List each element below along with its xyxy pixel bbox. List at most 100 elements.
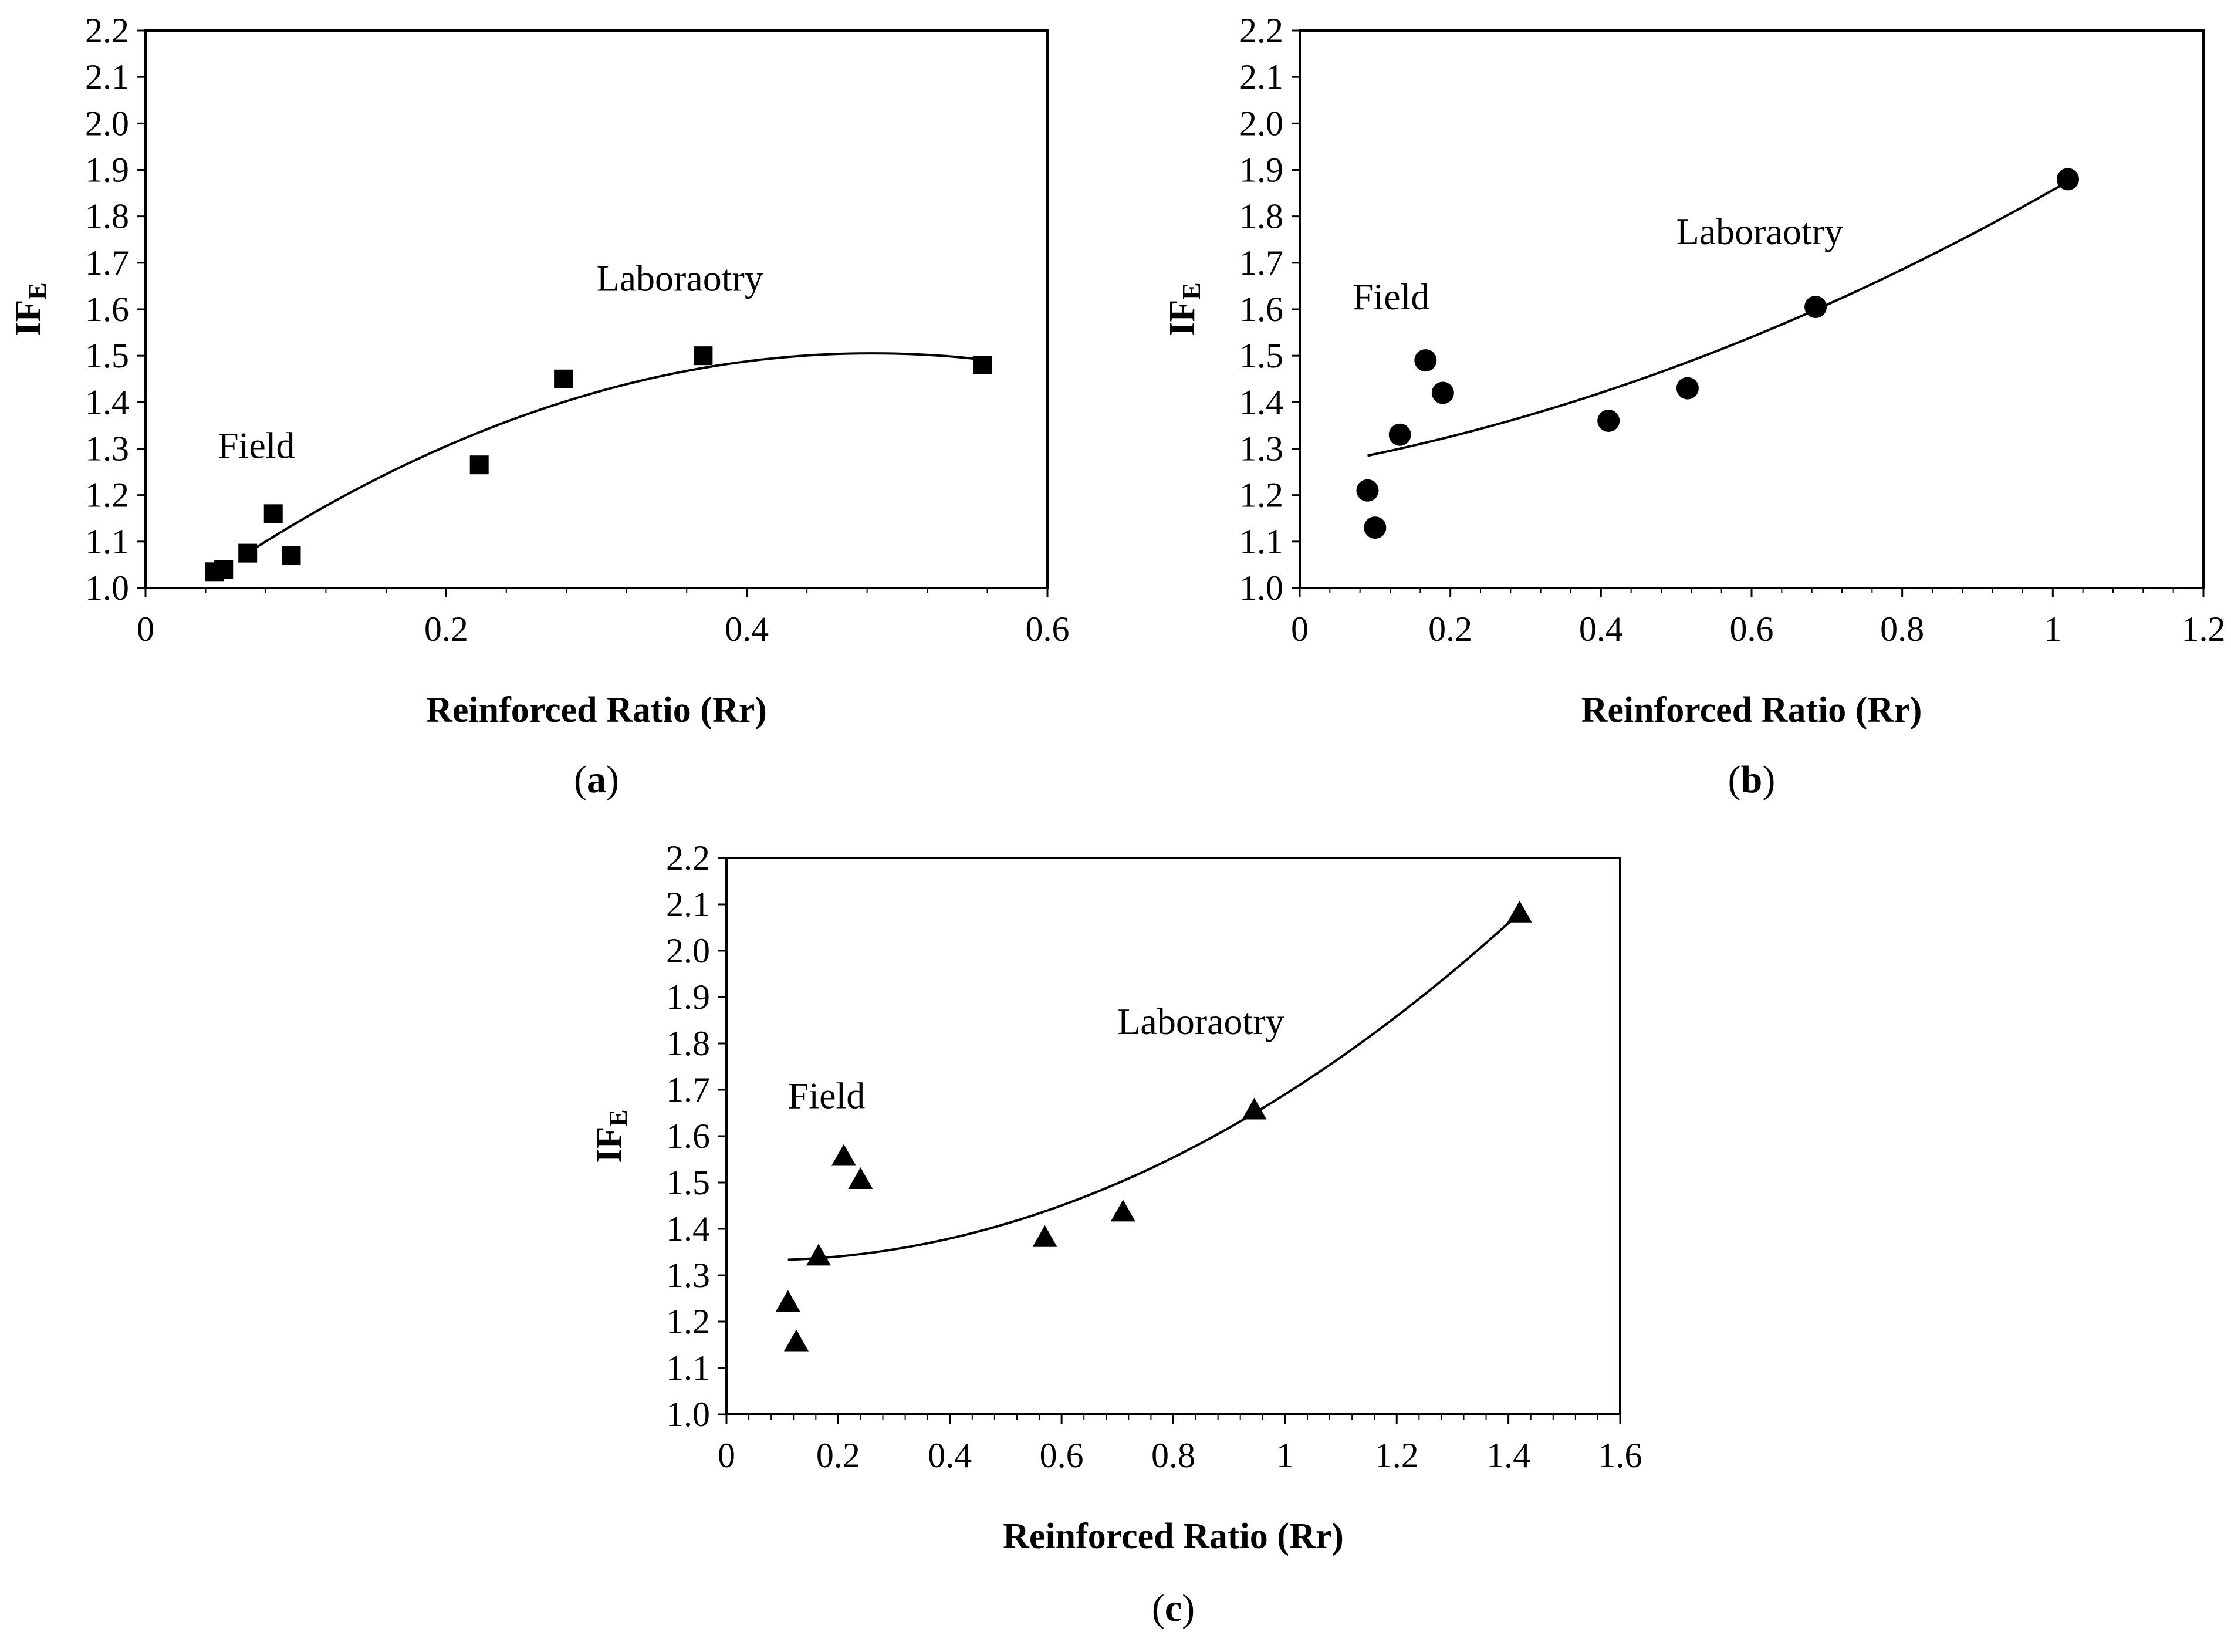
y-tick-label: 1.9 [666,978,710,1016]
y-axis-title: IFE [589,1109,633,1163]
x-tick-label: 1.2 [1375,1436,1419,1475]
y-tick-label: 1.9 [85,151,129,190]
x-tick-label: 0.4 [725,610,769,648]
y-tick-label: 1.0 [1239,569,1283,607]
x-tick-label: 1.4 [1486,1436,1530,1475]
y-tick-label: 2.1 [666,885,710,924]
annotation-label: Field [218,424,295,466]
data-point [2057,168,2079,191]
panel-label-part: a [587,758,606,801]
data-point [848,1167,873,1190]
x-tick-label: 1.2 [2182,610,2226,648]
panel-label-part: ) [1762,758,1775,801]
data-point [1804,296,1827,319]
y-tick-label: 1.6 [85,290,129,329]
panel-label-part: ( [574,758,587,801]
y-tick-label: 2.2 [666,839,710,877]
x-tick-label: 1.6 [1598,1436,1642,1475]
y-tick-label: 1.1 [1239,522,1283,561]
y-tick-label: 2.0 [1239,104,1283,143]
chart-panel-a: 1.0 1.1 1.2 1.3 1.4 1.5 1.6 1.7 1.8 1.9 2.0 2.1 2.2 0… [8,11,1070,801]
data-point [214,560,234,579]
y-axis-title: IFE [1162,282,1206,336]
data-point [831,1144,856,1166]
data-point [554,369,573,388]
x-axis-title: Reinforced Ratio (Rr) [1003,1516,1344,1556]
data-point [1388,423,1411,446]
x-axis-title: Reinforced Ratio (Rr) [1581,690,1922,730]
data-point [1364,516,1387,539]
y-tick-label: 1.5 [1239,336,1283,375]
annotation-label: Laboraotry [1676,211,1843,252]
y-tick-label: 1.4 [1239,383,1283,421]
panel-label-part: b [1741,758,1763,801]
data-point [1110,1200,1135,1222]
plot-frame [1299,29,2205,589]
annotation-label: Laboraotry [1117,1001,1284,1042]
panel-label-part: c [1165,1587,1182,1630]
data-point [1356,479,1379,502]
data-point [469,455,489,475]
y-tick-label: 1.2 [85,476,129,515]
data-point [1414,349,1437,372]
data-point [263,504,283,523]
x-tick-label: 0.4 [928,1436,972,1475]
panel-label-part: ) [606,758,619,801]
data-point [806,1244,831,1266]
trendline [1367,180,2068,457]
x-tick-label: 0 [718,1436,735,1475]
y-tick-label: 1.3 [1239,430,1283,468]
x-tick-label: 0.6 [1730,610,1774,648]
trendline [242,352,983,557]
panel-label-part: ( [1728,758,1741,801]
annotation-label: Laboraotry [597,257,763,299]
x-tick-label: 0.4 [1579,610,1623,648]
y-tick-label: 1.4 [666,1210,710,1248]
panel-label-part: ) [1182,1587,1195,1630]
y-axis-title-sub: E [23,282,52,299]
y-tick-label: 1.4 [85,383,129,421]
panel-label-part: ( [1152,1587,1165,1630]
x-tick-label: 0.6 [1026,610,1070,648]
y-tick-label: 1.7 [666,1070,710,1109]
data-point [1032,1225,1057,1247]
panel-label: (b) [1728,758,1776,801]
y-axis-title-sub: E [604,1109,633,1126]
y-tick-label: 1.3 [666,1256,710,1295]
panel-label: (a) [574,758,619,801]
y-tick-label: 2.2 [85,11,129,50]
data-point [282,546,301,565]
y-axis-title-main: IF [1162,300,1202,336]
data-point [775,1290,800,1312]
x-tick-label: 0.8 [1880,610,1924,648]
y-tick-label: 1.8 [1239,197,1283,236]
y-tick-label: 1.9 [1239,151,1283,190]
y-tick-label: 1.5 [85,336,129,375]
data-point [1597,410,1620,432]
data-point [238,543,258,563]
y-tick-label: 1.1 [666,1349,710,1387]
chart-panel-c: 1.0 1.1 1.2 1.3 1.4 1.5 1.6 1.7 1.8 1.9 2.0 2.1 2.2 0… [589,839,1642,1630]
data-point [783,1329,809,1352]
x-tick-label: 0 [1291,610,1309,648]
y-axis-title: IFE [8,282,52,336]
chart-panel-b: 1.0 1.1 1.2 1.3 1.4 1.5 1.6 1.7 1.8 1.9 2.0 2.1 2.2 0… [1162,11,2226,801]
x-tick-label: 0 [137,610,154,648]
x-tick-label: 0.2 [1428,610,1472,648]
x-tick-label: 1 [1276,1436,1294,1475]
x-tick-label: 0.8 [1151,1436,1195,1475]
annotation-label: Field [788,1075,866,1117]
data-point [1431,381,1454,404]
x-tick-label: 1 [2044,610,2061,648]
y-tick-label: 1.8 [666,1024,710,1063]
y-tick-label: 1.6 [666,1117,710,1156]
y-tick-label: 1.6 [1239,290,1283,329]
y-axis-title-main: IF [8,300,48,336]
trendline [787,912,1521,1261]
data-point [1676,377,1699,400]
annotation-label: Field [1353,276,1430,317]
y-tick-label: 1.7 [1239,244,1283,282]
y-axis-title-main: IF [589,1127,629,1163]
x-tick-label: 0.2 [424,610,468,648]
